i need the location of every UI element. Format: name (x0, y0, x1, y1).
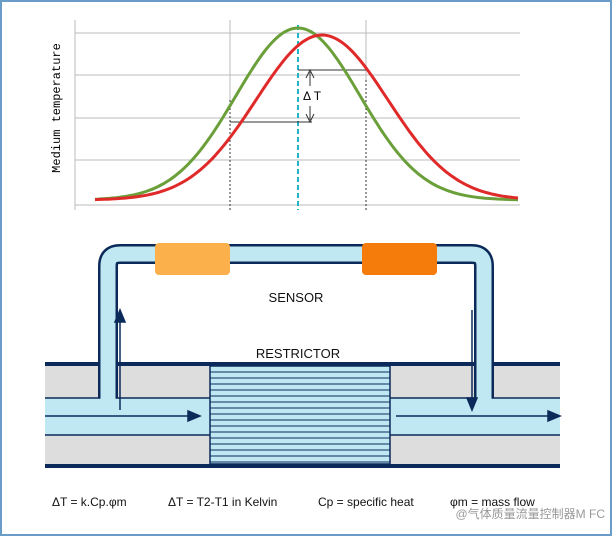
flow-arrows (45, 308, 562, 423)
sensor-label: SENSOR (269, 290, 324, 305)
downstream-curve (94, 33, 519, 202)
chart-guides (229, 25, 367, 210)
formula: φm = mass flow (450, 495, 535, 509)
sensor-tube (98, 243, 494, 399)
restrictor (209, 365, 391, 465)
watermark: @气体质量流量控制器M FC (455, 506, 605, 521)
formula: Cp = specific heat (318, 495, 414, 509)
upstream-curve (94, 26, 519, 202)
restrictor-label: RESTRICTOR (256, 346, 340, 361)
formula: ΔT = T2-T1 in Kelvin (168, 495, 277, 509)
formula: ΔT = k.Cp.φm (52, 495, 127, 509)
y-axis-label: Medium temperature (50, 43, 64, 173)
delta-label: Δ T (303, 89, 322, 103)
